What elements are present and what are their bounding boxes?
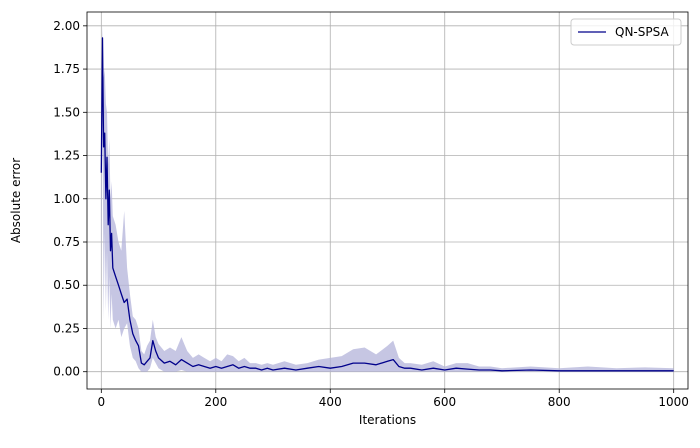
y-tick-label: 1.00 <box>53 192 80 206</box>
x-axis: 0 200 400 600 800 1000 <box>97 389 689 409</box>
y-tick-label: 0.75 <box>53 235 80 249</box>
y-tick-label: 1.75 <box>53 62 80 76</box>
x-tick-label: 0 <box>97 395 105 409</box>
legend: QN-SPSA <box>570 18 682 46</box>
y-axis-label: Absolute error <box>9 158 23 243</box>
x-tick-label: 600 <box>433 395 456 409</box>
y-tick-label: 0.00 <box>53 365 80 379</box>
series-line-qn-spsa <box>100 37 674 372</box>
x-tick-label: 200 <box>204 395 227 409</box>
y-tick-label: 1.25 <box>53 149 80 163</box>
x-tick-label: 400 <box>319 395 342 409</box>
legend-label-qn-spsa: QN-SPSA <box>615 25 669 39</box>
y-tick-label: 1.50 <box>53 105 80 119</box>
series-lines <box>100 37 674 372</box>
plot-frame <box>86 11 689 390</box>
y-axis: 0.00 0.25 0.50 0.75 1.00 1.25 1.50 1.75 2.00 <box>53 19 87 379</box>
y-tick-label: 0.25 <box>53 321 80 335</box>
x-tick-label: 800 <box>548 395 571 409</box>
y-tick-label: 0.50 <box>53 278 80 292</box>
x-axis-label: Iterations <box>359 413 416 427</box>
x-tick-label: 1000 <box>658 395 689 409</box>
y-tick-label: 2.00 <box>53 19 80 33</box>
grid <box>87 12 688 389</box>
legend-box <box>570 18 682 46</box>
